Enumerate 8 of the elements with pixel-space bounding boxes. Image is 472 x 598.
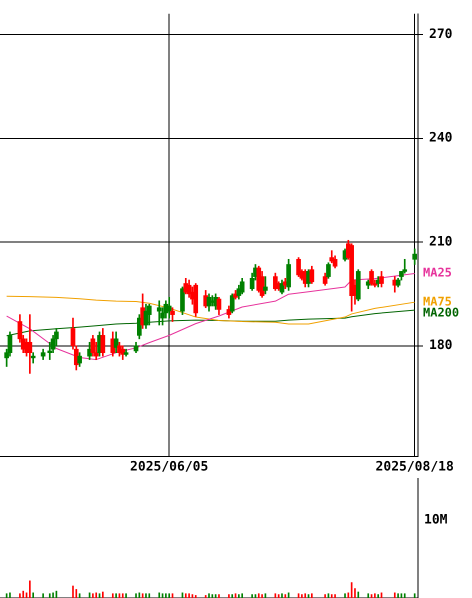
series-label: MA25 — [423, 266, 452, 280]
text: 10M — [424, 512, 448, 528]
y-tick-label: 180 — [429, 338, 453, 354]
x-tick-label: 2025/06/05 — [130, 460, 208, 475]
y-tick-label: 270 — [429, 26, 453, 42]
x-tick-label: 2025/08/18 — [376, 460, 454, 475]
y-tick-label: 210 — [429, 234, 453, 250]
y-tick-label: 240 — [429, 130, 453, 146]
